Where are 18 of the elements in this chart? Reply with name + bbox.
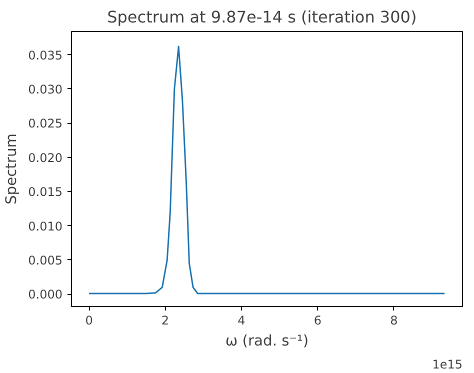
x-tick-label: 4: [238, 314, 246, 328]
x-axis-title: ω (rad. s⁻¹): [225, 332, 309, 350]
text: 1e15: [432, 358, 463, 372]
y-tick-label: 0.025: [28, 116, 63, 131]
y-tick-label: 0.005: [28, 253, 63, 268]
y-axis-title: Spectrum: [3, 133, 20, 205]
x-tick-label: 0: [85, 314, 93, 328]
y-tick-label: 0.030: [28, 82, 63, 96]
x-tick-label: 8: [390, 314, 398, 328]
line-series: [88, 46, 446, 294]
y-tick-label: 0.010: [28, 219, 63, 234]
y-tick-label: 0.020: [28, 150, 63, 165]
chart-title: Spectrum at 9.87e-14 s (iteration 300): [107, 8, 417, 26]
y-tick-label: 0.015: [28, 185, 63, 200]
x-tick-label: 6: [314, 314, 322, 328]
y-tick-label: 0.000: [28, 288, 63, 302]
y-tick-label: 0.035: [28, 48, 63, 62]
x-tick-label: 2: [161, 314, 170, 328]
